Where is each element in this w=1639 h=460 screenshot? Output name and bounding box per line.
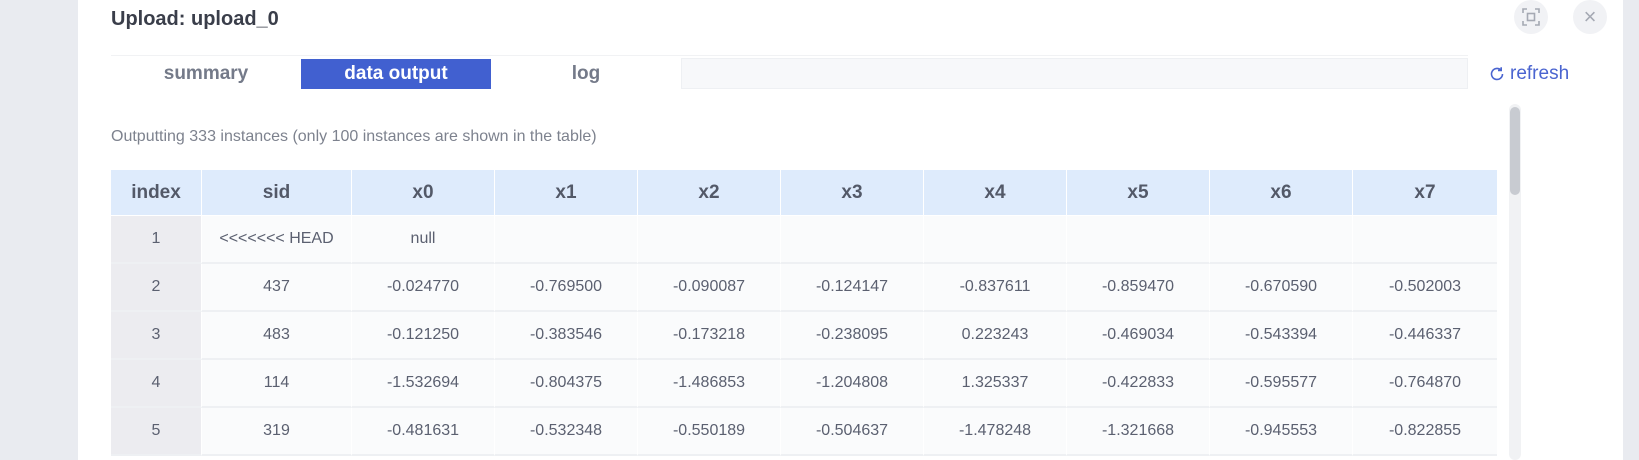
table-cell: -0.670590	[1210, 264, 1353, 312]
table-cell: -0.469034	[1067, 312, 1210, 360]
refresh-icon	[1490, 67, 1504, 81]
tab-summary[interactable]: summary	[163, 63, 249, 84]
table-cell	[781, 216, 924, 264]
table-cell: 0.223243	[924, 312, 1067, 360]
column-header: x7	[1353, 170, 1497, 216]
column-header: x2	[638, 170, 781, 216]
table-cell: 1.325337	[924, 360, 1067, 408]
table-cell: -0.764870	[1353, 360, 1497, 408]
table-cell: -1.532694	[352, 360, 495, 408]
table-cell: -1.486853	[638, 360, 781, 408]
column-header: x5	[1067, 170, 1210, 216]
column-header: x3	[781, 170, 924, 216]
table-cell: 1	[111, 216, 202, 264]
column-header: sid	[202, 170, 352, 216]
table-cell: 437	[202, 264, 352, 312]
close-icon: ×	[1583, 4, 1597, 29]
tab-data-output[interactable]: data output	[301, 59, 491, 89]
tab-log[interactable]: log	[571, 63, 601, 84]
table-header-row: index sid x0 x1 x2 x3 x4 x5 x6 x7	[111, 170, 1501, 216]
table-row: 5 319 -0.481631 -0.532348 -0.550189 -0.5…	[111, 408, 1501, 456]
table-cell	[1067, 216, 1210, 264]
table-cell: 114	[202, 360, 352, 408]
table-cell: -0.543394	[1210, 312, 1353, 360]
table-cell: -0.481631	[352, 408, 495, 456]
table-cell: -0.124147	[781, 264, 924, 312]
data-output-table: index sid x0 x1 x2 x3 x4 x5 x6 x7 1 <<<<…	[111, 170, 1501, 456]
table-cell: -0.769500	[495, 264, 638, 312]
refresh-label: refresh	[1510, 63, 1570, 84]
table-cell	[1210, 216, 1353, 264]
table-cell	[924, 216, 1067, 264]
table-cell: -0.173218	[638, 312, 781, 360]
fullscreen-button[interactable]	[1514, 0, 1548, 34]
table-cell	[495, 216, 638, 264]
table-cell: 2	[111, 264, 202, 312]
table-cell: -0.121250	[352, 312, 495, 360]
tab-bar: summary data output log	[111, 56, 1468, 89]
output-info-text: Outputting 333 instances (only 100 insta…	[111, 128, 597, 145]
table-row: 1 <<<<<<< HEAD null	[111, 216, 1501, 264]
table-cell: -0.595577	[1210, 360, 1353, 408]
table-cell: 5	[111, 408, 202, 456]
table-cell: -0.238095	[781, 312, 924, 360]
table-cell: -1.478248	[924, 408, 1067, 456]
table-cell: -0.945553	[1210, 408, 1353, 456]
table-cell: -1.204808	[781, 360, 924, 408]
table-cell: null	[352, 216, 495, 264]
table-cell: -0.504637	[781, 408, 924, 456]
table-cell: -0.859470	[1067, 264, 1210, 312]
dialog-title: Upload: upload_0	[111, 8, 279, 30]
table-cell	[638, 216, 781, 264]
table-cell: 4	[111, 360, 202, 408]
table-cell	[1353, 216, 1497, 264]
scrollbar-thumb[interactable]	[1510, 107, 1520, 195]
column-header: x1	[495, 170, 638, 216]
table-row: 3 483 -0.121250 -0.383546 -0.173218 -0.2…	[111, 312, 1501, 360]
table-cell: -0.090087	[638, 264, 781, 312]
table-cell: <<<<<<< HEAD	[202, 216, 352, 264]
table-cell: -0.502003	[1353, 264, 1497, 312]
table-cell: 319	[202, 408, 352, 456]
table-cell: -0.532348	[495, 408, 638, 456]
table-cell: -0.822855	[1353, 408, 1497, 456]
column-header: x0	[352, 170, 495, 216]
table-row: 2 437 -0.024770 -0.769500 -0.090087 -0.1…	[111, 264, 1501, 312]
table-cell: -0.804375	[495, 360, 638, 408]
table-cell: 483	[202, 312, 352, 360]
table-cell: -0.422833	[1067, 360, 1210, 408]
vertical-scrollbar[interactable]	[1509, 104, 1521, 460]
table-cell: -0.550189	[638, 408, 781, 456]
table-cell: -0.837611	[924, 264, 1067, 312]
table-cell: -1.321668	[1067, 408, 1210, 456]
column-header: x4	[924, 170, 1067, 216]
table-row: 4 114 -1.532694 -0.804375 -1.486853 -1.2…	[111, 360, 1501, 408]
table-cell: -0.024770	[352, 264, 495, 312]
table-cell: 3	[111, 312, 202, 360]
refresh-button[interactable]: refresh	[1489, 62, 1569, 86]
upload-dialog: Upload: upload_0 × summary data output l…	[78, 0, 1623, 460]
column-header: x6	[1210, 170, 1353, 216]
table-cell: -0.383546	[495, 312, 638, 360]
fullscreen-icon	[1522, 8, 1540, 26]
close-button[interactable]: ×	[1573, 0, 1607, 34]
column-header: index	[111, 170, 202, 216]
table-cell: -0.446337	[1353, 312, 1497, 360]
tab-bar-spacer	[681, 58, 1468, 89]
